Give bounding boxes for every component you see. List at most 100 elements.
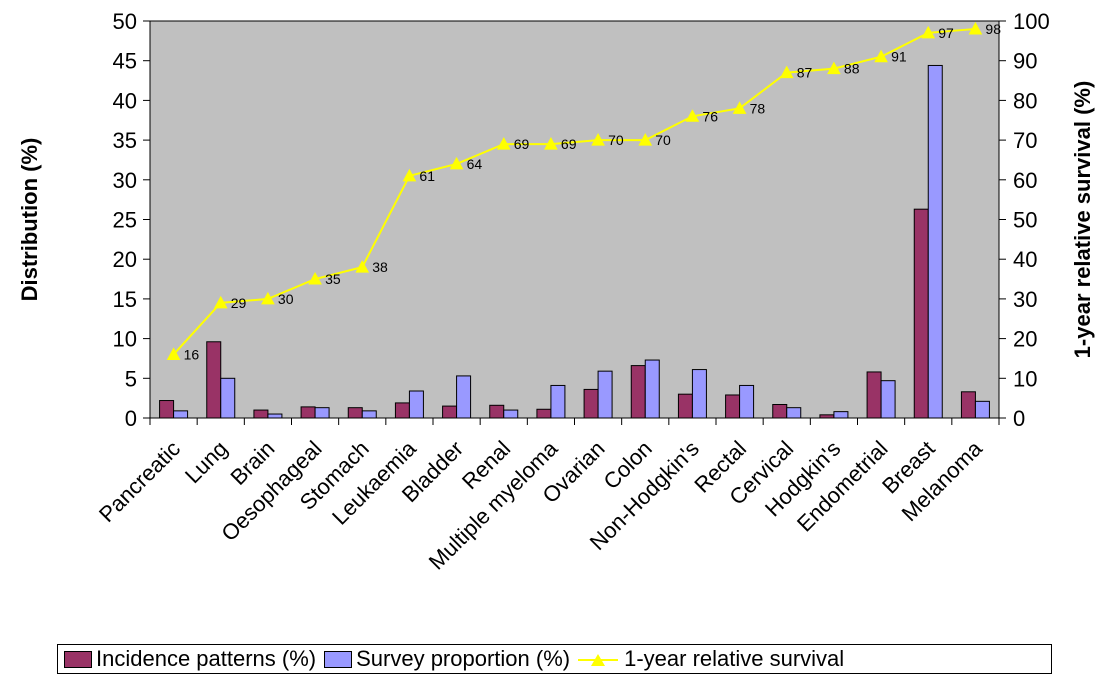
data-label: 88 xyxy=(844,61,860,77)
y-tick-label: 30 xyxy=(113,168,137,193)
data-label: 76 xyxy=(702,108,718,124)
data-label: 98 xyxy=(985,21,1001,37)
y2-tick-label: 80 xyxy=(1013,88,1037,113)
y2-tick-label: 50 xyxy=(1013,208,1037,233)
bar xyxy=(550,384,566,419)
bar xyxy=(361,410,377,419)
bar xyxy=(833,411,849,419)
data-label: 69 xyxy=(561,136,577,152)
y-tick-label: 20 xyxy=(113,247,137,272)
data-label: 38 xyxy=(372,259,388,275)
bar xyxy=(630,365,646,419)
legend-swatch-survival xyxy=(578,651,619,668)
y-tick-label: 45 xyxy=(113,49,137,74)
data-label: 29 xyxy=(231,295,247,311)
line-marker xyxy=(591,133,605,146)
bar xyxy=(220,377,236,419)
legend-item-survey: Survey proportion (%) xyxy=(324,646,570,672)
legend-label-incidence: Incidence patterns (%) xyxy=(96,646,317,671)
y-tick-label: 0 xyxy=(125,406,137,431)
bar xyxy=(536,408,552,419)
bar xyxy=(159,400,175,419)
x-tick-label: Lung xyxy=(180,436,232,488)
bar xyxy=(442,405,458,419)
data-label: 70 xyxy=(608,132,624,148)
bar xyxy=(725,394,741,419)
bar xyxy=(408,390,424,419)
bar xyxy=(927,64,943,419)
data-label: 91 xyxy=(891,49,907,65)
series-line xyxy=(172,27,976,356)
line-marker xyxy=(213,295,228,309)
bar xyxy=(644,359,660,419)
line-marker xyxy=(685,109,700,122)
y2-tick-label: 100 xyxy=(1013,9,1050,34)
bar xyxy=(691,369,707,419)
bar xyxy=(300,406,316,419)
line-marker xyxy=(779,65,794,79)
data-label: 69 xyxy=(514,136,530,152)
y-tick-label: 50 xyxy=(113,9,137,34)
data-label: 61 xyxy=(419,168,435,184)
y-tick-label: 25 xyxy=(113,208,137,233)
y2-tick-label: 90 xyxy=(1013,49,1037,74)
line-marker xyxy=(496,137,511,150)
line-marker xyxy=(827,61,841,75)
y-tick-label: 40 xyxy=(113,88,137,113)
bar xyxy=(394,402,410,419)
legend: Incidence patterns (%) Survey proportion… xyxy=(57,644,1052,674)
data-label: 35 xyxy=(325,271,341,287)
y2-tick-label: 20 xyxy=(1013,327,1037,352)
legend-swatch-survey xyxy=(324,650,353,668)
bar xyxy=(206,341,222,419)
data-label: 30 xyxy=(278,291,294,307)
bar xyxy=(866,371,882,419)
bar xyxy=(503,409,519,419)
line-marker xyxy=(402,168,417,182)
legend-item-incidence: Incidence patterns (%) xyxy=(64,646,316,672)
line-marker xyxy=(732,101,747,114)
bar xyxy=(960,391,976,419)
bar xyxy=(267,413,283,419)
bar xyxy=(456,375,472,419)
line-marker xyxy=(166,347,181,360)
bar xyxy=(489,404,505,419)
y2-tick-label: 10 xyxy=(1013,366,1037,391)
bar xyxy=(677,393,693,419)
y2-tick-label: 40 xyxy=(1013,247,1037,272)
bar xyxy=(772,404,788,419)
bar xyxy=(347,407,363,419)
line-marker xyxy=(308,272,322,285)
y-tick-label: 10 xyxy=(113,327,137,352)
data-label: 87 xyxy=(797,65,813,81)
y-axis-title: Distribution (%) xyxy=(17,138,42,302)
bar xyxy=(597,370,613,419)
y2-tick-label: 60 xyxy=(1013,168,1037,193)
y-tick-label: 15 xyxy=(113,287,137,312)
legend-label-survey: Survey proportion (%) xyxy=(356,646,571,671)
legend-swatch-incidence xyxy=(64,650,92,668)
data-label: 97 xyxy=(938,25,954,41)
bar xyxy=(739,384,755,419)
legend-label-survival: 1-year relative survival xyxy=(624,646,845,671)
line-marker xyxy=(544,137,558,150)
line-marker xyxy=(355,260,370,273)
x-tick-label: Pancreatic xyxy=(94,436,185,527)
y2-axis-title: 1-year relative survival (%) xyxy=(1070,81,1095,359)
line-marker xyxy=(921,25,936,39)
bar xyxy=(880,380,896,419)
plot-area xyxy=(149,20,1000,419)
y-tick-label: 35 xyxy=(113,128,137,153)
bar xyxy=(583,388,599,419)
y2-tick-label: 70 xyxy=(1013,128,1037,153)
y2-tick-label: 0 xyxy=(1013,406,1025,431)
bar xyxy=(819,414,835,419)
line-marker xyxy=(449,156,464,170)
bar xyxy=(173,410,189,419)
line-marker xyxy=(261,291,275,305)
bar xyxy=(314,407,330,419)
y-tick-label: 5 xyxy=(125,366,137,391)
data-label: 70 xyxy=(655,132,671,148)
line-marker xyxy=(638,133,653,146)
bar xyxy=(974,400,990,419)
